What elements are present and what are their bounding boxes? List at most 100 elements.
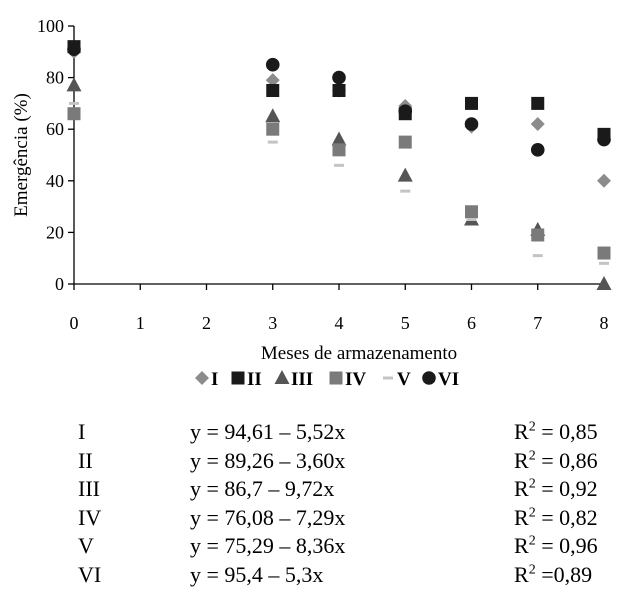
data-point <box>67 42 81 57</box>
data-point <box>334 163 344 167</box>
equation-treatment: III <box>78 476 100 501</box>
data-point <box>332 70 346 85</box>
y-tick-label: 100 <box>37 16 64 36</box>
r-squared-value: = 0,96 <box>535 533 598 558</box>
chart-marks <box>66 40 612 290</box>
data-point <box>332 84 346 97</box>
r-squared-value: = 0,85 <box>535 419 598 444</box>
data-point <box>267 140 278 144</box>
data-point <box>466 218 477 221</box>
equation-row: IV y = 76,08 – 7,29x R2 = 0,82 <box>0 504 621 532</box>
data-point <box>398 104 413 118</box>
r-squared-value: =0,89 <box>535 561 593 587</box>
r-squared-label: R <box>514 447 529 473</box>
r-squared-value: = 0,82 <box>535 504 598 530</box>
equation-r-squared: R2 = 0,96 <box>514 532 598 560</box>
data-point <box>397 167 413 182</box>
data-point <box>265 57 280 72</box>
data-point <box>331 131 347 146</box>
equation-r-squared: R2 = 0,82 <box>514 504 598 532</box>
x-tick-label: 5 <box>401 313 410 333</box>
data-point <box>599 261 609 265</box>
equation-row: II y = 89,26 – 3,60x R2 = 0,86 <box>0 447 621 475</box>
data-point <box>332 143 346 157</box>
data-point <box>400 189 411 193</box>
r-squared-value: = 0,92 <box>535 476 598 501</box>
y-tick-label: 40 <box>46 171 64 191</box>
y-tick-label: 20 <box>46 222 64 242</box>
legend-item-IV: IV <box>329 369 366 390</box>
r-squared-label: R <box>514 533 529 558</box>
legend-marker <box>422 371 436 385</box>
y-tick-label: 80 <box>46 68 64 88</box>
r-squared-exponent: 2 <box>528 419 536 435</box>
equation-r-squared: R2 = 0,86 <box>514 447 598 475</box>
series-III <box>66 77 612 290</box>
legend-item-I: I <box>195 369 218 390</box>
data-point <box>266 84 280 97</box>
x-tick-label: 4 <box>335 313 344 333</box>
data-point <box>531 96 545 110</box>
legend-item-VI: VI <box>422 369 459 390</box>
legend-marker <box>195 371 209 385</box>
data-point <box>465 96 478 110</box>
legend-marker <box>231 371 245 385</box>
legend-label: I <box>211 369 218 390</box>
x-tick-label: 8 <box>600 313 609 333</box>
data-point <box>531 228 545 242</box>
chart-legend: I II III IV V VI <box>195 369 459 390</box>
equation-formula: y = 95,4 – 5,3x <box>190 561 324 587</box>
legend-label: VI <box>438 369 459 390</box>
equation-r-squared: R2 =0,89 <box>514 561 592 589</box>
data-point <box>530 117 545 132</box>
equation-formula: y = 75,29 – 8,36x <box>190 533 346 558</box>
r-squared-label: R <box>514 476 529 501</box>
equation-formula: y = 86,7 – 9,72x <box>190 476 335 501</box>
x-tick-label: 0 <box>70 313 79 333</box>
equation-treatment: V <box>78 533 94 558</box>
r-squared-exponent: 2 <box>528 562 536 578</box>
x-tick-label: 7 <box>533 313 542 333</box>
r-squared-exponent: 2 <box>528 476 536 492</box>
legend-item-V: V <box>383 369 411 390</box>
legend-marker <box>274 370 290 384</box>
y-tick-label: 60 <box>46 119 64 139</box>
legend-marker <box>329 371 343 385</box>
data-point <box>265 108 281 123</box>
equation-treatment: II <box>78 447 93 473</box>
equation-formula: y = 89,26 – 3,60x <box>190 447 346 473</box>
legend-item-II: II <box>231 369 262 390</box>
x-tick-label: 6 <box>467 313 476 333</box>
r-squared-label: R <box>514 504 529 530</box>
r-squared-label: R <box>514 419 529 444</box>
legend-label: II <box>247 369 262 390</box>
data-point <box>532 254 543 258</box>
data-point <box>597 132 611 147</box>
legend-item-III: III <box>274 369 313 390</box>
data-point <box>67 107 81 121</box>
r-squared-exponent: 2 <box>528 448 536 464</box>
series-II <box>67 40 611 141</box>
data-point <box>530 143 545 157</box>
series-V <box>69 101 609 265</box>
data-point <box>597 173 611 188</box>
data-point <box>69 101 79 105</box>
legend-label: III <box>291 369 313 390</box>
scatter-chart: 0 20 40 60 80 100 0 1 2 3 4 5 6 7 8 Meses de armazename… <box>11 16 612 390</box>
equation-row: VI y = 95,4 – 5,3x R2 =0,89 <box>0 561 621 589</box>
legend-label: IV <box>345 369 366 390</box>
equation-treatment: VI <box>78 561 102 587</box>
x-axis-title: Meses de armazenamento <box>261 343 457 364</box>
equation-r-squared: R2 = 0,92 <box>514 475 598 503</box>
data-point <box>66 77 82 92</box>
y-axis-title: Emergência (%) <box>11 93 32 217</box>
data-point <box>398 135 412 149</box>
data-point <box>596 276 612 290</box>
data-point <box>465 205 478 219</box>
r-squared-label: R <box>514 561 529 587</box>
data-point <box>266 122 280 136</box>
data-point <box>597 246 611 260</box>
r-squared-exponent: 2 <box>528 533 536 549</box>
